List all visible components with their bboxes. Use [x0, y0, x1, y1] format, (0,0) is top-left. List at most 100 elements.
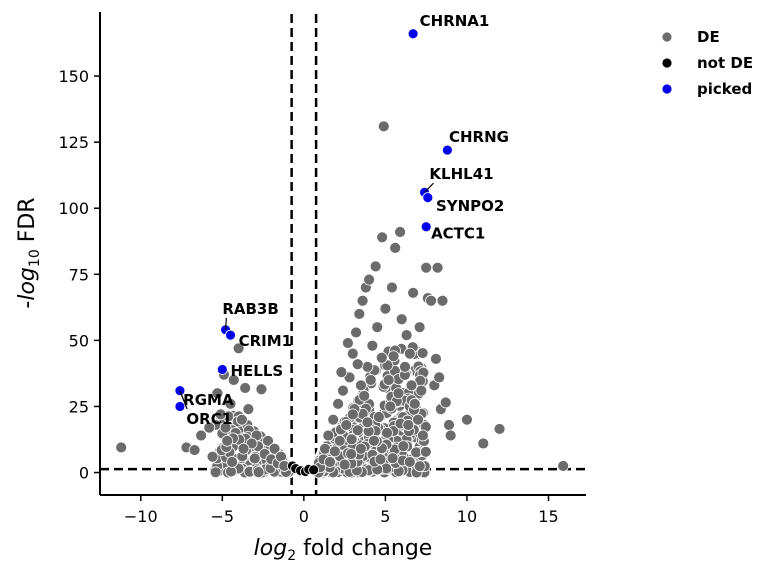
de-point-bg — [403, 456, 416, 468]
de-point — [237, 442, 250, 455]
de-point — [412, 413, 424, 426]
de-point — [343, 371, 356, 384]
de-point — [395, 313, 408, 326]
gene-label-chrna1: CHRNA1 — [420, 12, 490, 30]
de-point — [221, 434, 234, 447]
de-point-bg — [248, 452, 261, 465]
de-point — [461, 413, 473, 426]
de-point-bg — [209, 466, 222, 479]
de-point — [389, 241, 402, 254]
picked-point — [174, 401, 186, 412]
de-point — [477, 437, 490, 450]
de-point — [328, 445, 341, 458]
annotation-arrow — [224, 317, 227, 330]
de-point-bg — [416, 347, 429, 359]
de-point — [361, 360, 374, 373]
de-point — [417, 429, 429, 442]
de-point — [399, 360, 411, 373]
de-point — [224, 397, 237, 410]
de-point — [420, 261, 433, 274]
gene-label-klhl41: KLHL41 — [429, 165, 493, 183]
de-point — [387, 350, 400, 363]
de-point — [493, 423, 506, 435]
de-point — [346, 347, 359, 360]
de-point — [439, 396, 452, 409]
de-point — [268, 442, 281, 455]
de-point — [379, 302, 392, 315]
y-tick-label: 75 — [69, 265, 89, 284]
picked-point — [420, 221, 432, 233]
de-point — [356, 294, 369, 307]
y-tick-label: 100 — [58, 199, 89, 218]
not-de-point — [308, 464, 320, 476]
de-point — [227, 374, 240, 386]
de-point — [415, 384, 428, 397]
legend-label-de: DE — [697, 28, 720, 46]
y-tick-label: 125 — [58, 133, 89, 152]
de-point — [245, 437, 258, 450]
de-point — [377, 120, 390, 133]
de-point — [322, 429, 335, 442]
de-point — [235, 413, 248, 426]
x-tick-label: −10 — [124, 507, 158, 526]
de-point — [337, 384, 349, 397]
de-point — [345, 448, 358, 460]
de-point — [188, 444, 201, 456]
de-point — [431, 261, 444, 274]
de-point — [402, 419, 415, 431]
de-point — [397, 440, 410, 453]
de-point — [408, 397, 421, 410]
legend-marker-not-de — [661, 57, 673, 69]
de-point — [433, 371, 446, 384]
picked-point — [407, 28, 419, 40]
de-point — [351, 424, 364, 437]
de-point — [372, 411, 385, 423]
de-point-bg — [419, 445, 432, 458]
de-point — [327, 413, 340, 426]
de-point — [366, 339, 379, 352]
legend-label-not-de: not DE — [697, 54, 753, 72]
annotation-arrow — [424, 182, 434, 193]
gene-label-chrng: CHRNG — [449, 128, 509, 146]
de-point — [361, 416, 374, 429]
de-point-bg — [252, 466, 265, 479]
x-tick-label: −5 — [211, 507, 235, 526]
de-point — [351, 358, 364, 371]
de-point — [324, 456, 336, 468]
gene-label-crim1: CRIM1 — [239, 332, 293, 350]
de-point — [369, 260, 382, 273]
y-tick-label: 0 — [79, 464, 89, 483]
de-point — [557, 460, 570, 472]
de-point — [255, 383, 268, 396]
x-tick-label: 0 — [299, 507, 309, 526]
y-ticks: 0 25 50 75 100 125 150 — [58, 67, 100, 483]
de-point — [430, 352, 442, 365]
de-point — [206, 450, 219, 463]
de-point — [226, 456, 239, 468]
picked-point — [225, 329, 236, 341]
de-point — [239, 382, 252, 394]
legend: DE not DE picked — [661, 28, 753, 98]
de-point — [386, 281, 398, 294]
y-tick-label: 25 — [69, 397, 89, 416]
de-point-bg — [345, 433, 358, 446]
de-point — [203, 421, 216, 434]
gene-label-synpo2: SYNPO2 — [436, 197, 504, 215]
de-point — [400, 329, 413, 341]
de-point — [407, 286, 420, 299]
y-tick-label: 50 — [69, 331, 89, 350]
gene-annotations: CHRNA1 CHRNG KLHL41 SYNPO2 ACTC1 RAB3B CRIM1 HE… — [179, 12, 509, 428]
picked-point — [216, 364, 228, 375]
de-point — [346, 408, 359, 421]
gene-label-orc1: ORC1 — [186, 410, 232, 428]
de-point — [242, 403, 255, 416]
x-axis-label: log2 fold change — [254, 536, 433, 564]
axes — [99, 12, 586, 496]
data-points — [115, 28, 570, 479]
de-point — [195, 429, 208, 442]
de-point — [353, 308, 366, 320]
y-axis-label: -log10 FDR — [15, 197, 43, 308]
de-point — [413, 321, 426, 334]
gene-label-rab3b: RAB3B — [222, 300, 278, 318]
x-ticks: −10 −5 0 5 10 15 — [124, 495, 559, 526]
